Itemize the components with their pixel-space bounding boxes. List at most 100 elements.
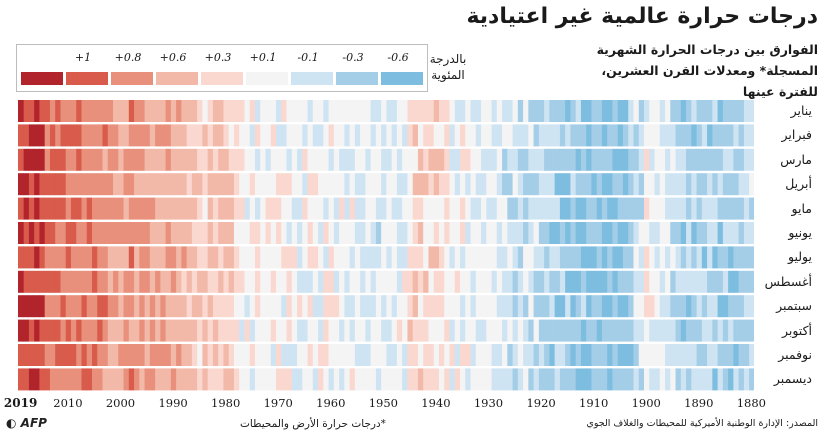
- heatmap-cell: [359, 319, 366, 342]
- heatmap-cell: [265, 368, 271, 391]
- heatmap-cell: [259, 222, 266, 244]
- heatmap-cell: [659, 148, 666, 171]
- heatmap-cell: [622, 295, 629, 318]
- heatmap-cell: [496, 319, 503, 342]
- heatmap-cell: [291, 222, 298, 244]
- heatmap-cell: [401, 197, 408, 220]
- heatmap-cell: [496, 124, 503, 147]
- heatmap-cell: [732, 173, 739, 196]
- heatmap-cell: [112, 246, 119, 269]
- heatmap-cell: [638, 344, 644, 366]
- heatmap-cell: [312, 344, 319, 366]
- heatmap-cell: [585, 344, 592, 366]
- heatmap-cell: [606, 173, 613, 196]
- heatmap-cell: [254, 100, 261, 122]
- heatmap-cell: [138, 222, 145, 244]
- heatmap-cell: [70, 222, 77, 244]
- heatmap-cell: [128, 148, 135, 171]
- heatmap-cell: [575, 319, 581, 342]
- heatmap-cell: [538, 344, 545, 366]
- heatmap-cell: [49, 344, 56, 366]
- heatmap-cell: [669, 222, 676, 244]
- heatmap-cell: [732, 100, 739, 122]
- heatmap-cell: [28, 295, 35, 318]
- heatmap-cell: [438, 246, 445, 269]
- heatmap-cell: [554, 173, 560, 196]
- heatmap-cell: [475, 197, 482, 220]
- heatmap-cell: [338, 319, 345, 342]
- heatmap-cell: [428, 295, 434, 318]
- heatmap-cell: [664, 173, 671, 196]
- heatmap-cell: [75, 270, 82, 293]
- heatmap-cell: [627, 197, 634, 220]
- heatmap-cell: [196, 295, 203, 318]
- heatmap-cell: [412, 124, 418, 147]
- heatmap-cell: [138, 295, 145, 318]
- heatmap-cell: [238, 197, 245, 220]
- heatmap-cell: [217, 222, 224, 244]
- heatmap-cell: [265, 197, 271, 220]
- heatmap-cell: [622, 344, 629, 366]
- heatmap-cell: [86, 246, 92, 269]
- heatmap-cell: [54, 344, 61, 366]
- heatmap-cell: [144, 148, 150, 171]
- heatmap-cell: [364, 344, 371, 366]
- heatmap-cell: [128, 173, 135, 196]
- heatmap-cell: [296, 246, 303, 269]
- heatmap-cell: [727, 270, 734, 293]
- heatmap-cell: [475, 270, 482, 293]
- heatmap-cell: [701, 173, 708, 196]
- heatmap-cell: [18, 100, 24, 122]
- heatmap-cell: [412, 246, 418, 269]
- heatmap-cell: [717, 295, 723, 318]
- heatmap-cell: [180, 270, 187, 293]
- heatmap-cell: [464, 319, 471, 342]
- heatmap-cell: [196, 270, 203, 293]
- year-tick-label: 1990: [158, 396, 188, 410]
- heatmap-cell: [75, 173, 82, 196]
- heatmap-cell: [18, 197, 24, 220]
- heatmap-cell: [159, 319, 166, 342]
- heatmap-cell: [591, 246, 597, 269]
- heatmap-cell: [86, 319, 92, 342]
- heatmap-cell: [422, 246, 429, 269]
- heatmap-cell: [112, 197, 119, 220]
- heatmap-cell: [543, 148, 550, 171]
- heatmap-cell: [564, 148, 571, 171]
- heatmap-cell: [386, 100, 392, 122]
- heatmap-cell: [254, 197, 261, 220]
- heatmap-cell: [117, 124, 124, 147]
- heatmap-cell: [23, 100, 29, 122]
- heatmap-cell: [701, 222, 708, 244]
- heatmap-cell: [401, 148, 408, 171]
- heatmap-cell: [96, 270, 103, 293]
- heatmap-cell: [654, 124, 660, 147]
- heatmap-cell: [33, 246, 40, 269]
- heatmap-cell: [648, 344, 655, 366]
- heatmap-cell: [39, 344, 45, 366]
- heatmap-cell: [249, 319, 255, 342]
- heatmap-cell: [233, 270, 240, 293]
- heatmap-cell: [44, 197, 50, 220]
- heatmap-cell: [675, 173, 681, 196]
- heatmap-cell: [459, 124, 466, 147]
- heatmap-cell: [612, 319, 618, 342]
- heatmap-cell: [107, 148, 114, 171]
- heatmap-cell: [407, 368, 413, 391]
- camera-icon: ◐: [6, 416, 17, 430]
- heatmap-cell: [249, 148, 255, 171]
- heatmap-cell: [522, 124, 529, 147]
- heatmap-cell: [470, 344, 476, 366]
- heatmap-cell: [54, 197, 61, 220]
- heatmap-cell: [401, 344, 408, 366]
- heatmap-cell: [75, 100, 82, 122]
- heatmap-cell: [575, 148, 581, 171]
- heatmap-cell: [165, 148, 171, 171]
- heatmap-cell: [711, 368, 718, 391]
- heatmap-cell: [133, 222, 140, 244]
- heatmap-cell: [338, 246, 345, 269]
- heatmap-cell: [606, 100, 613, 122]
- heatmap-cell: [743, 319, 750, 342]
- heatmap-cell: [354, 270, 361, 293]
- heatmap-cell: [522, 246, 529, 269]
